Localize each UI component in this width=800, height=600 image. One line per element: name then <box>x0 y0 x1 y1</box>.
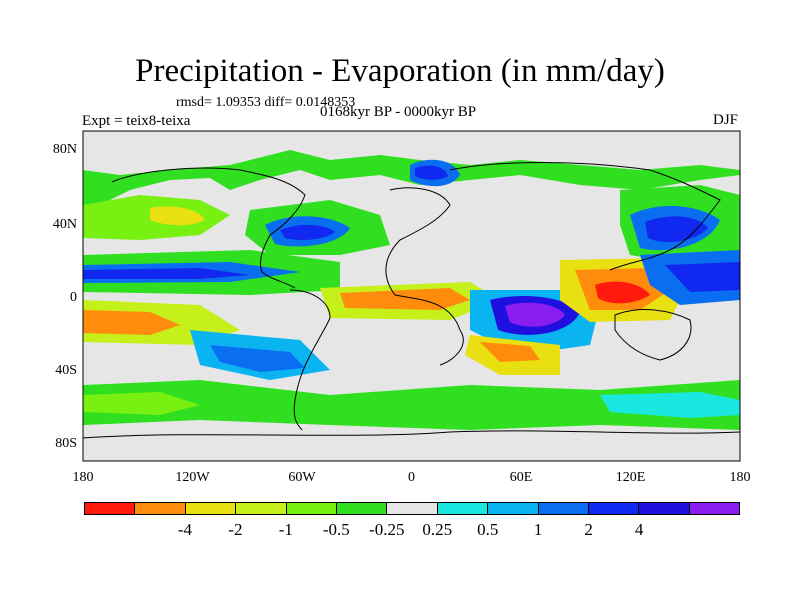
colorbar-label: 4 <box>634 520 644 539</box>
coastline-antarctica <box>83 430 740 439</box>
lon-tick-label: 120E <box>616 470 646 485</box>
colorbar-segment <box>336 503 388 514</box>
field-patch <box>83 435 740 461</box>
field-patch <box>83 268 250 279</box>
colorbar-label: -2 <box>228 520 243 539</box>
lon-tick-label: 0 <box>408 470 415 485</box>
colorbar <box>84 502 740 515</box>
lon-axis: 180 120W 60W 0 60E 120E 180 <box>73 470 751 485</box>
precip-field <box>83 150 740 461</box>
colorbar-label: 2 <box>584 520 593 539</box>
field-patch <box>665 262 740 292</box>
colorbar-segment <box>85 503 136 514</box>
lon-tick-label: 120W <box>175 470 210 485</box>
lon-tick-label: 60E <box>510 470 533 485</box>
colorbar-segment <box>135 503 186 514</box>
field-patch <box>645 216 708 243</box>
field-patch <box>415 165 448 180</box>
figure-title: Precipitation - Evaporation (in mm/day) <box>135 53 665 89</box>
period-text: 0168kyr BP - 0000kyr BP <box>320 104 477 120</box>
colorbar-segment <box>286 503 337 514</box>
field-patch <box>83 310 180 335</box>
colorbar-segment <box>236 503 287 514</box>
colorbar-segment <box>387 503 438 514</box>
field-patch <box>150 206 205 226</box>
colorbar-segment <box>185 503 237 514</box>
season-label: DJF <box>713 112 739 128</box>
field-patch <box>505 302 565 327</box>
colorbar-label: -0.25 <box>369 520 405 539</box>
lon-tick-label: 180 <box>730 470 751 485</box>
coastline-south-america <box>289 289 331 431</box>
experiment-label: Expt = teix8-teixa <box>82 113 191 129</box>
lat-tick-label: 80N <box>53 142 77 157</box>
colorbar-segment <box>538 503 589 514</box>
colorbar-label: 0.5 <box>477 520 499 539</box>
lat-tick-label: 80S <box>55 436 77 451</box>
field-patch <box>280 224 335 240</box>
field-patch <box>83 392 200 415</box>
lat-tick-label: 40S <box>55 363 77 378</box>
colorbar-label: 1 <box>533 520 543 539</box>
lat-tick-label: 0 <box>70 290 77 305</box>
colorbar-segment <box>488 503 539 514</box>
stats-text: rmsd= 1.09353 diff= 0.0148353 <box>176 95 356 110</box>
lat-axis: 80N 40N 0 40S 80S <box>53 142 77 451</box>
colorbar-label: -1 <box>278 520 293 539</box>
coastline-australia <box>614 309 692 361</box>
field-patch <box>480 342 540 362</box>
colorbar-label: -0.5 <box>322 520 350 539</box>
colorbar-label: 0.25 <box>422 520 453 539</box>
field-patch <box>83 380 740 430</box>
coastline-europe-africa <box>385 187 464 366</box>
colorbar-segment <box>437 503 489 514</box>
coastlines <box>83 162 740 439</box>
field-patch <box>595 281 650 304</box>
map-frame <box>82 130 741 462</box>
lon-tick-label: 60W <box>288 470 316 485</box>
lon-tick-label: 180 <box>73 470 94 485</box>
colorbar-segment <box>588 503 640 514</box>
colorbar-label: -4 <box>177 520 193 539</box>
coastline-north-america <box>111 167 306 289</box>
colorbar-segment <box>689 503 740 514</box>
lat-tick-label: 40N <box>53 217 77 232</box>
colorbar-segment <box>639 503 690 514</box>
field-patch <box>600 392 740 418</box>
coastline-asia <box>449 162 721 271</box>
field-patch <box>210 345 305 372</box>
